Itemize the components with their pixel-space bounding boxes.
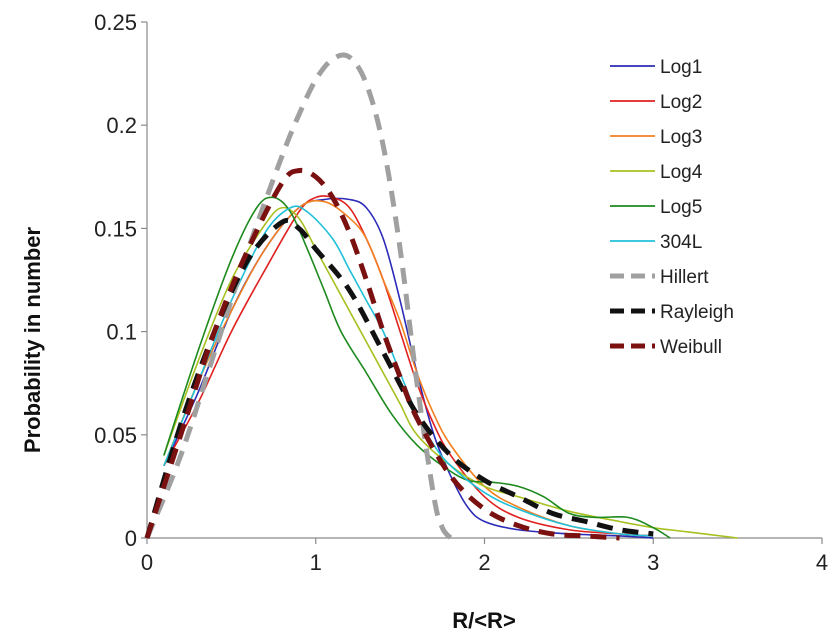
x-tick-label: 1 <box>310 550 322 575</box>
series-line-log1 <box>163 197 654 539</box>
x-tick-label: 3 <box>647 550 659 575</box>
y-tick-label: 0.1 <box>106 320 137 345</box>
y-tick-label: 0.25 <box>94 10 137 35</box>
x-tick-label: 4 <box>816 550 828 575</box>
series-line-log5 <box>163 196 671 539</box>
legend-label-rayleigh: Rayleigh <box>660 302 734 323</box>
legend: Log1 Log2 Log3 Log4 Log5 304L Hillert Rayleigh W… <box>610 57 734 358</box>
legend-label-log3: Log3 <box>660 127 702 148</box>
y-axis-title: Probability in number <box>20 226 45 453</box>
legend-label-weibull: Weibull <box>660 337 722 358</box>
y-tick-label: 0.05 <box>94 423 137 448</box>
y-tick-label: 0.2 <box>106 113 137 138</box>
legend-label-hillert: Hillert <box>660 267 709 288</box>
axes: 0 0.05 0.1 0.15 0.2 0.25 0 1 2 3 4 <box>94 10 828 575</box>
legend-label-log5: Log5 <box>660 197 702 218</box>
legend-label-log1: Log1 <box>660 57 702 78</box>
legend-label-304l: 304L <box>660 232 702 253</box>
x-axis-title: R/<R> <box>452 608 516 633</box>
y-tick-label: 0 <box>125 526 137 551</box>
series-line-log3 <box>163 199 654 537</box>
series-line-weibull <box>144 167 620 541</box>
series-layer <box>144 52 738 541</box>
x-tick-label: 2 <box>478 550 490 575</box>
legend-label-log2: Log2 <box>660 92 702 113</box>
series-line-hillert <box>144 52 453 540</box>
series-line-rayleigh <box>144 217 654 539</box>
legend-label-log4: Log4 <box>660 162 703 183</box>
y-tick-label: 0.15 <box>94 216 137 241</box>
x-tick-label: 0 <box>141 550 153 575</box>
series-line-304l <box>163 205 654 537</box>
